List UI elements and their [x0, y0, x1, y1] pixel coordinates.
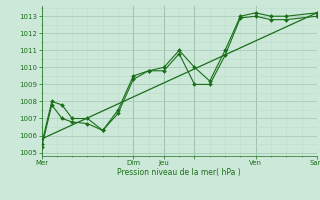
X-axis label: Pression niveau de la mer( hPa ): Pression niveau de la mer( hPa )	[117, 168, 241, 177]
